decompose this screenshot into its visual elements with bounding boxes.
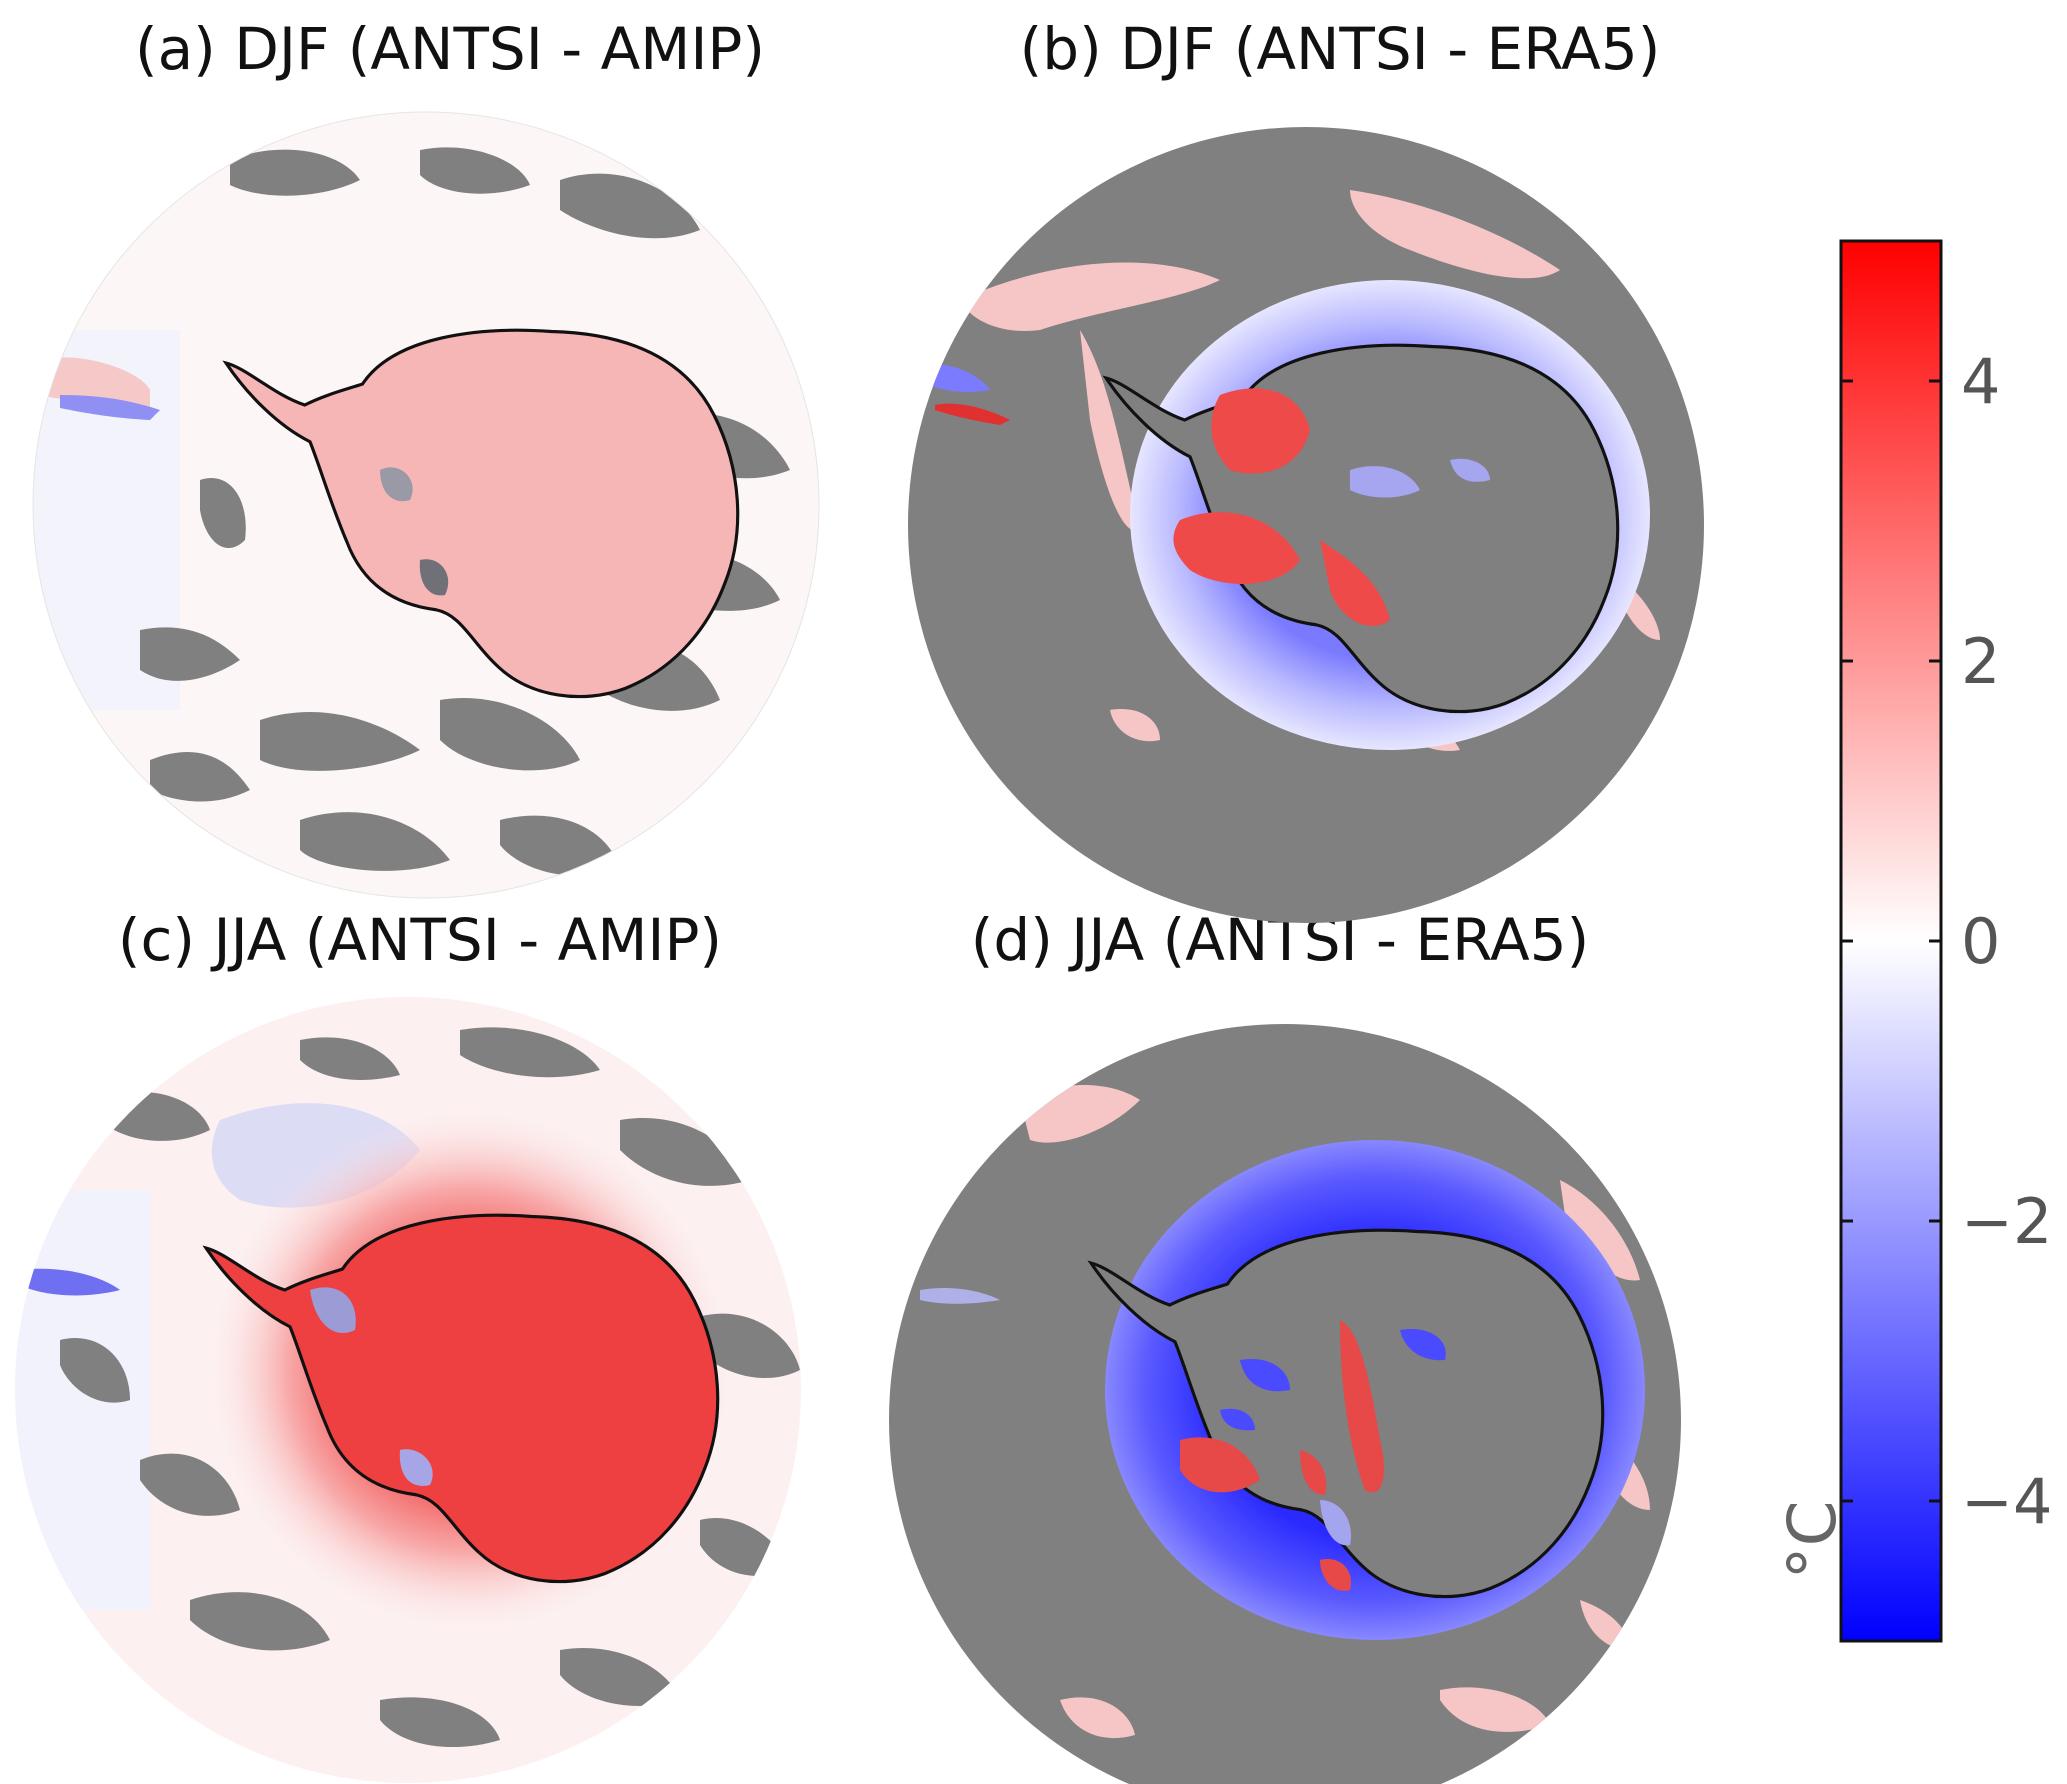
colorbar-unit-label: °C <box>1774 1500 1851 1579</box>
colorbar-tick-label: −2 <box>1961 1185 2052 1258</box>
panel-c-title: (c) JJA (ANTSI - AMIP) <box>117 906 723 974</box>
colorbar-tick-label: 4 <box>1961 345 2000 418</box>
colorbar-tick-label: 2 <box>1961 625 2000 698</box>
panel-a-title: (a) DJF (ANTSI - AMIP) <box>134 15 766 83</box>
colorbar-ticks: 4 2 0 −2 −4 <box>1841 345 2052 1538</box>
colorbar-gradient <box>1839 239 1943 1643</box>
colorbar: 4 2 0 −2 −4 °C <box>1774 239 2052 1643</box>
colorbar-tick-label: −4 <box>1961 1465 2052 1538</box>
colorbar-tick-label: 0 <box>1961 905 2000 978</box>
panel-d-map <box>889 1024 1681 1784</box>
panel-b-title: (b) DJF (ANTSI - ERA5) <box>1019 15 1661 83</box>
panel-b-map <box>908 127 1704 923</box>
panel-c-map <box>15 997 801 1783</box>
panel-a-map <box>33 112 819 898</box>
